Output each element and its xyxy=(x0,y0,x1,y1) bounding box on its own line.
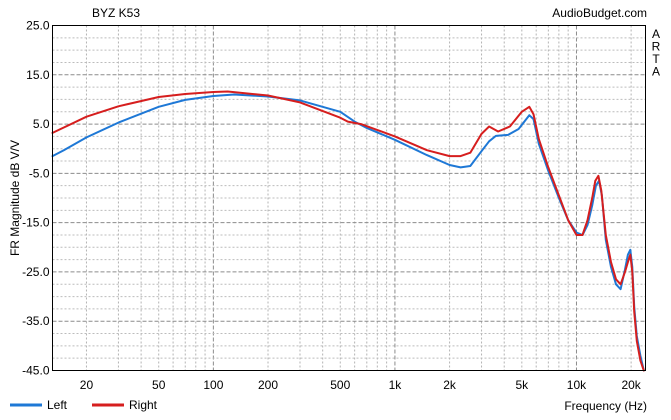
x-tick-label: 20 xyxy=(80,378,94,392)
side-label-letter: A xyxy=(652,27,660,41)
grid-lines xyxy=(52,25,646,371)
y-tick-label: -45.0 xyxy=(22,364,50,378)
y-tick-label: -35.0 xyxy=(22,314,50,328)
y-tick-label: -5.0 xyxy=(29,166,50,180)
x-tick-label: 5k xyxy=(515,378,529,392)
series-line-left xyxy=(51,93,645,372)
legend-label-left: Left xyxy=(47,398,68,412)
x-tick-label: 2k xyxy=(443,378,457,392)
x-axis-label: Frequency (Hz) xyxy=(564,399,647,413)
y-tick-label: 15.0 xyxy=(26,68,50,82)
x-tick-label: 20k xyxy=(621,378,641,392)
x-tick-label: 500 xyxy=(330,378,350,392)
legend-label-right: Right xyxy=(129,398,158,412)
y-tick-label: 25.0 xyxy=(26,19,50,33)
x-tick-label: 10k xyxy=(567,378,587,392)
series-line-right xyxy=(51,90,645,372)
series-lines xyxy=(51,90,645,372)
y-tick-labels: 25.0 15.0 5.0 -5.0 -15.0 -25.0 -35.0 -45.0 xyxy=(22,19,50,378)
side-label-letter: R xyxy=(652,40,661,54)
watermark-text: AudioBudget.com xyxy=(552,6,647,20)
x-tick-label: 100 xyxy=(203,378,223,392)
y-tick-label: -25.0 xyxy=(22,265,50,279)
plot-frame xyxy=(52,25,646,371)
x-tick-label: 200 xyxy=(258,378,278,392)
side-label-letter: A xyxy=(652,65,660,79)
chart-title: BYZ K53 xyxy=(92,6,140,20)
y-axis-label: FR Magnitude dB V/V xyxy=(8,140,22,256)
side-label-letter: T xyxy=(652,52,660,66)
x-tick-label: 50 xyxy=(152,378,166,392)
x-tick-label: 1k xyxy=(389,378,403,392)
legend: Left Right xyxy=(10,398,158,412)
x-tick-labels: 20 50 100 200 500 1k 2k 5k 10k 20k xyxy=(80,378,642,392)
y-tick-label: 5.0 xyxy=(33,117,50,131)
y-tick-label: -15.0 xyxy=(22,216,50,230)
